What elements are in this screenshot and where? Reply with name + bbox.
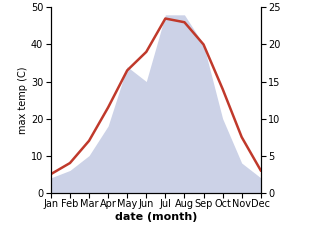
Y-axis label: max temp (C): max temp (C) [18, 66, 28, 134]
X-axis label: date (month): date (month) [114, 212, 197, 222]
